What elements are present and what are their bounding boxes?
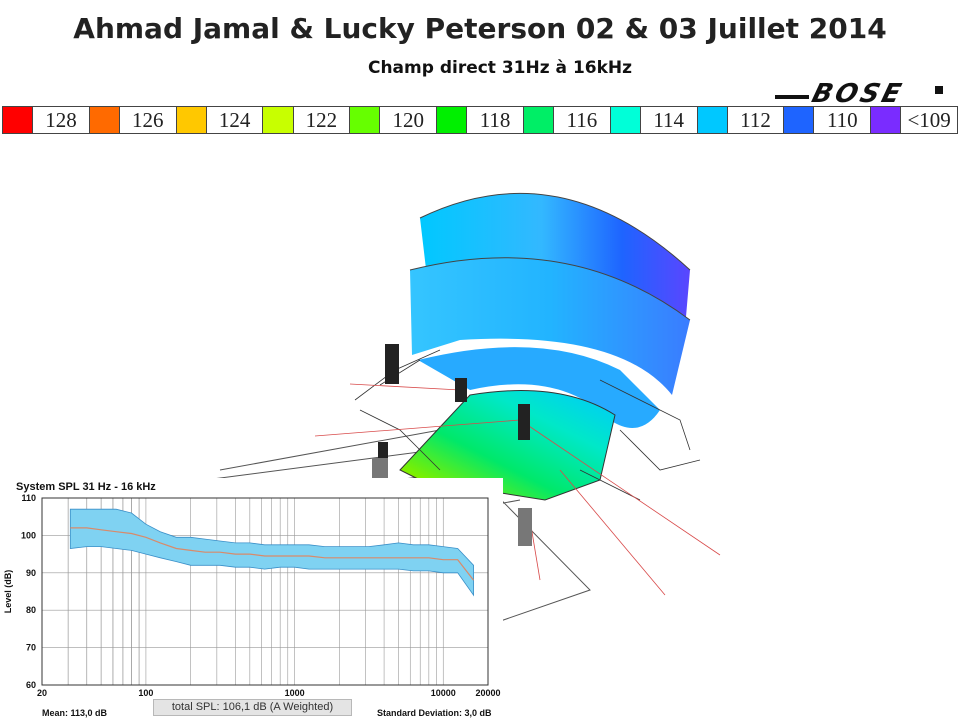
x-tick-label: 10000 [431, 688, 456, 698]
legend-item: 114 [610, 107, 698, 133]
std-dev-readout: Standard Deviation: 3,0 dB [377, 708, 492, 718]
spl-chart-panel: 60 70 80 90 100 110 20 100 1000 10000 20000 Level (… [0, 478, 503, 720]
legend-item: 112 [697, 107, 785, 133]
y-axis-label: Level (dB) [3, 570, 13, 614]
legend-swatch [350, 107, 381, 133]
svg-text:BOSE: BOSE [809, 78, 908, 108]
y-tick-label: 60 [26, 680, 36, 690]
legend-item: 118 [437, 107, 524, 133]
y-tick-label: 90 [26, 568, 36, 578]
mean-readout: Mean: 113,0 dB [42, 708, 108, 718]
legend-swatch [523, 107, 555, 133]
page-subtitle: Champ direct 31Hz à 16kHz [367, 58, 633, 78]
legend-swatch [89, 107, 120, 133]
legend-label: 112 [740, 107, 771, 132]
legend-swatch [784, 107, 815, 133]
legend-item: 122 [263, 107, 351, 133]
color-scale-legend: 128 126 124 122 120 118 116 114 112 110 <109 [2, 106, 958, 134]
plot-frame [41, 497, 489, 686]
legend-item: 128 [3, 107, 90, 133]
legend-label: 128 [45, 107, 77, 132]
legend-label: 124 [218, 107, 251, 132]
legend-label: 110 [826, 107, 858, 132]
middle-tier [409, 257, 691, 395]
legend-swatch [263, 107, 294, 133]
y-tick-label: 110 [21, 493, 36, 503]
legend-swatch [437, 107, 468, 133]
legend-swatch [176, 107, 207, 133]
legend-label: 126 [132, 107, 164, 132]
x-tick-label: 100 [138, 688, 153, 698]
speaker-arrays [372, 344, 532, 546]
y-tick-label: 70 [26, 643, 36, 653]
x-tick-label: 1000 [285, 688, 305, 698]
page-title: Ahmad Jamal & Lucky Peterson 02 & 03 Jui… [73, 12, 887, 45]
legend-item: 110 [784, 107, 872, 133]
legend-item: 126 [89, 107, 177, 133]
legend-item: 120 [350, 107, 438, 133]
stage-floor [399, 390, 616, 501]
legend-label: 114 [653, 107, 685, 132]
x-tick-label: 20 [37, 688, 47, 698]
deviation-band [69, 508, 474, 597]
legend-item: 124 [176, 107, 264, 133]
legend-label: 116 [566, 107, 598, 132]
legend-label: 118 [479, 107, 511, 132]
legend-item: <109 [871, 107, 957, 133]
y-tick-label: 80 [26, 605, 36, 615]
legend-label: 122 [305, 107, 338, 132]
legend-swatch [871, 107, 902, 133]
chart-title: System SPL 31 Hz - 16 kHz [16, 481, 156, 493]
legend-swatch [697, 107, 728, 133]
legend-swatch [3, 107, 34, 133]
legend-label: 120 [392, 107, 424, 132]
mean-line [70, 527, 475, 581]
legend-item: 116 [523, 107, 611, 133]
legend-swatch [610, 107, 641, 133]
spl-chart: 60 70 80 90 100 110 20 100 1000 10000 20000 Level (… [3, 493, 501, 709]
x-tick-label: 20000 [475, 688, 500, 698]
legend-label: <109 [907, 107, 951, 132]
bose-logo: BOSE [775, 78, 943, 108]
y-tick-label: 100 [21, 530, 36, 540]
total-spl-readout: total SPL: 106,1 dB (A Weighted) [153, 699, 352, 716]
